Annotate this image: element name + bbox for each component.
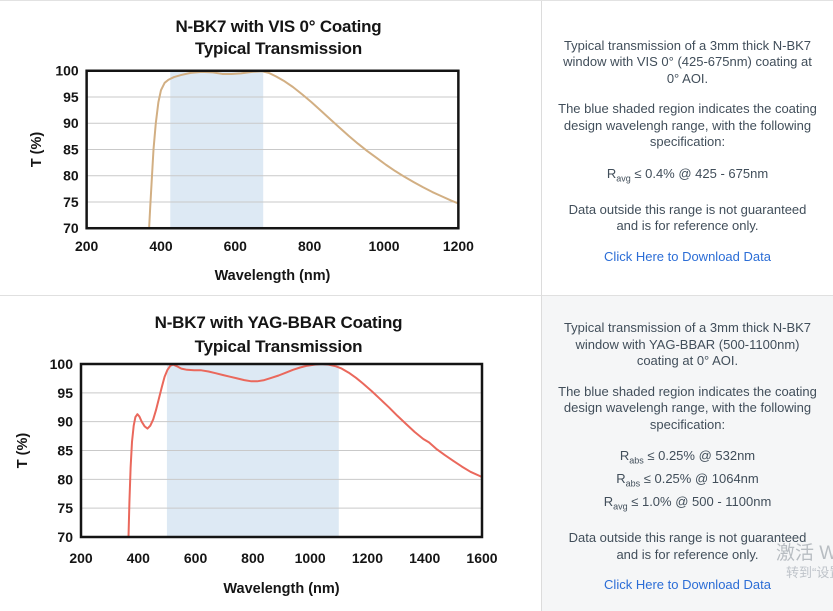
x-tick-label: 600 [224, 238, 248, 254]
y-tick-label: 80 [57, 471, 73, 487]
x-tick-label: 200 [75, 238, 99, 254]
spec-line: Rabs ≤ 0.25% @ 532nm [619, 448, 756, 466]
yag-disclaimer: Data outside this range is not guarantee… [568, 530, 807, 562]
windows-activation-watermark-subtext: 转到“设置”以激活 Windows [786, 565, 833, 580]
x-tick-label: 1000 [295, 550, 326, 566]
x-tick-label: 1600 [466, 550, 497, 566]
yag-chart-panel: 70 75 80 85 90 95 100 200 400 600 800 1000 1200 1400 1… [0, 296, 542, 611]
x-axis-label: Wavelength (nm) [215, 268, 331, 284]
vis-shaded-region-note: The blue shaded region indicates the coa… [558, 101, 817, 150]
chart-title: N-BK7 with YAG-BBAR Coating [155, 313, 403, 332]
yag-shaded-region-note: The blue shaded region indicates the coa… [558, 383, 817, 432]
y-tick-label: 95 [63, 89, 79, 105]
vis-spec-list: Ravg ≤ 0.4% @ 425 - 675nm [607, 164, 768, 189]
x-tick-label: 400 [149, 238, 173, 254]
x-tick-label: 1200 [352, 550, 383, 566]
y-tick-label: 80 [63, 168, 79, 184]
transmission-curve [127, 363, 483, 538]
y-tick-label: 90 [57, 414, 73, 430]
chart-subtitle: Typical Transmission [195, 337, 363, 356]
y-tick-label: 75 [63, 194, 79, 210]
y-axis-label: T (%) [15, 433, 31, 469]
x-tick-label: 800 [241, 550, 265, 566]
vis-chart-panel: 70 75 80 85 90 95 100 200 400 600 800 1000 1200 Wavel… [0, 1, 542, 296]
y-tick-label: 70 [63, 220, 79, 236]
transmission-curve [148, 70, 459, 229]
x-tick-label: 600 [184, 550, 208, 566]
yag-description: Typical transmission of a 3mm thick N-BK… [563, 320, 812, 369]
y-tick-label: 100 [50, 356, 74, 372]
yag-spec-list: Rabs ≤ 0.25% @ 532nm Rabs ≤ 0.25% @ 1064n… [604, 446, 772, 517]
spec-line: Ravg ≤ 0.4% @ 425 - 675nm [606, 165, 769, 184]
y-tick-label: 85 [63, 141, 79, 157]
x-tick-label: 1400 [409, 550, 440, 566]
chart-title: N-BK7 with VIS 0° Coating [175, 17, 381, 36]
y-tick-label: 75 [57, 500, 73, 516]
windows-activation-watermark: 激活 Windows [776, 543, 833, 564]
y-tick-label: 90 [63, 115, 79, 131]
y-tick-label: 95 [57, 385, 73, 401]
spec-line: Rabs ≤ 0.25% @ 1064nm [616, 471, 759, 489]
x-tick-label: 400 [127, 550, 151, 566]
vis-info-panel: Typical transmission of a 3mm thick N-BK… [542, 1, 833, 296]
x-tick-label: 1000 [369, 238, 400, 254]
plot-border [85, 69, 460, 230]
chart-subtitle: Typical Transmission [195, 39, 362, 58]
x-tick-label: 1200 [443, 238, 474, 254]
x-axis-label: Wavelength (nm) [223, 581, 339, 597]
vis-disclaimer: Data outside this range is not guarantee… [568, 201, 807, 234]
x-tick-label: 800 [298, 238, 322, 254]
spec-line: Ravg ≤ 1.0% @ 500 - 1100nm [603, 494, 772, 512]
yag-transmission-chart: 70 75 80 85 90 95 100 200 400 600 800 1000 1200 1400 1… [15, 313, 498, 597]
y-tick-label: 85 [57, 443, 73, 459]
x-tick-label: 200 [69, 550, 93, 566]
yag-download-data-link[interactable]: Click Here to Download Data [604, 577, 771, 593]
vis-description: Typical transmission of a 3mm thick N-BK… [563, 37, 812, 86]
vis-transmission-chart: 70 75 80 85 90 95 100 200 400 600 800 1000 1200 Wavel… [29, 17, 474, 284]
y-tick-label: 70 [57, 529, 73, 545]
vis-download-data-link[interactable]: Click Here to Download Data [604, 248, 771, 264]
yag-info-panel: Typical transmission of a 3mm thick N-BK… [542, 296, 833, 611]
y-tick-label: 100 [55, 63, 79, 79]
y-axis-label: T (%) [29, 132, 45, 167]
plot-border [79, 362, 484, 539]
